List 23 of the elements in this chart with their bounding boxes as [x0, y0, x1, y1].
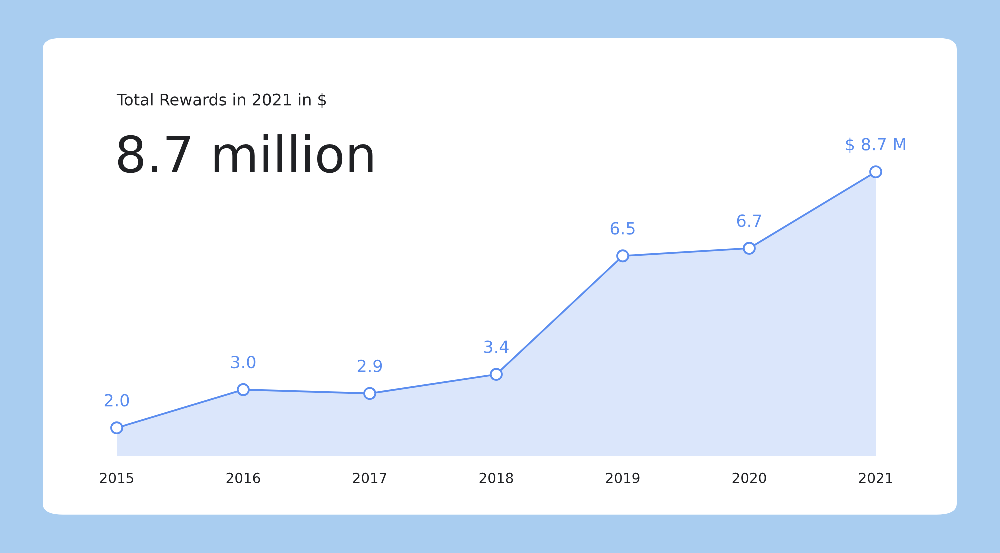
point	[743, 242, 756, 255]
point	[616, 250, 630, 263]
chart-title: Total Rewards in 2021 in $	[116, 93, 326, 108]
data-label: 6.5	[610, 222, 635, 235]
data-label: 6.7	[737, 214, 762, 228]
x-tick-label: 2017	[353, 472, 386, 484]
data-label: 2.9	[358, 360, 382, 372]
point	[364, 387, 376, 400]
data-label: $ 8.7 M	[846, 138, 906, 153]
x-tick-label: 2018	[480, 472, 514, 484]
point	[110, 422, 124, 435]
x-tick-label: 2019	[606, 472, 640, 484]
point	[870, 166, 882, 179]
x-tick-label: 2015	[100, 472, 134, 484]
x-tick-label: 2021	[859, 472, 892, 484]
x-tick-label: 2016	[226, 472, 260, 484]
data-label: 3.0	[232, 356, 256, 369]
data-label: 2.0	[104, 394, 130, 407]
x-tick-label: 2020	[732, 472, 766, 484]
data-label: 3.4	[484, 340, 509, 354]
chart-subtitle: 8.7 million	[118, 134, 373, 174]
point	[237, 383, 250, 396]
point	[490, 368, 503, 382]
